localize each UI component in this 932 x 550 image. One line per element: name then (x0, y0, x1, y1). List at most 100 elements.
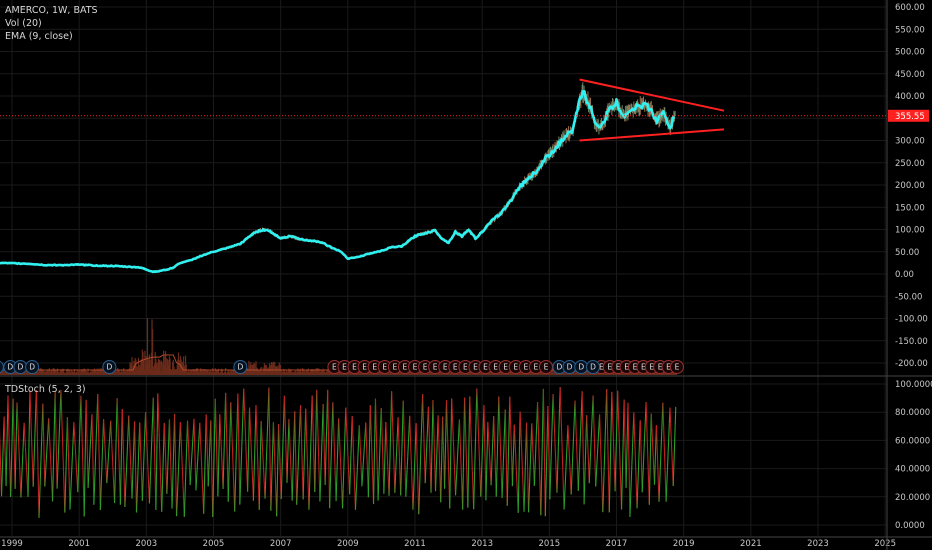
stoch-down-segment (317, 434, 320, 457)
stoch-tick-label: 20.0000 (895, 493, 930, 503)
stoch-down-segment (575, 418, 577, 437)
dividend-marker[interactable]: D (585, 360, 600, 374)
stoch-up-segment (137, 458, 140, 477)
stoch-up-segment (136, 476, 139, 495)
stoch-up-segment (106, 462, 109, 473)
stoch-down-segment (671, 454, 674, 471)
stoch-up-segment (584, 437, 587, 460)
stoch-up-segment (524, 467, 526, 490)
stoch-down-segment (188, 452, 191, 469)
stoch-down-segment (476, 406, 479, 425)
dividend-marker[interactable]: D (25, 360, 40, 374)
stoch-up-segment (22, 437, 25, 453)
stoch-down-segment (134, 421, 136, 452)
stoch-up-segment (444, 429, 447, 460)
stoch-down-segment (97, 394, 99, 424)
event-markers[interactable]: E E E E E E E E E E E E E E E E E E E E E E E E E E E E E E E ED D D D D D D D… (0, 360, 684, 374)
earnings-marker[interactable]: E (538, 360, 553, 374)
stoch-up-segment (1, 456, 4, 477)
stoch-down-segment (37, 453, 39, 486)
stoch-down-segment (561, 448, 564, 469)
stoch-up-segment (355, 481, 358, 496)
stoch-down-segment (268, 387, 271, 429)
marker-letter: E (433, 363, 438, 372)
stoch-up-segment (591, 410, 594, 425)
stoch-up-segment (83, 477, 86, 517)
stoch-legend[interactable]: TDStoch (5, 2, 3) (5, 384, 86, 395)
dividend-marker[interactable]: D (102, 360, 117, 374)
stoch-down-segment (416, 445, 419, 469)
stoch-up-segment (557, 450, 559, 472)
marker-letter: D (18, 363, 24, 372)
stoch-up-segment (578, 457, 581, 475)
stoch-down-segment (36, 422, 39, 454)
stoch-up-segment (631, 447, 634, 465)
marker-circle[interactable] (233, 360, 248, 374)
stoch-down-segment (82, 468, 85, 493)
stoch-down-segment (219, 414, 222, 430)
main-legend[interactable]: AMERCO, 1W, BATS Vol (20) EMA (9, close) (5, 4, 98, 43)
stoch-up-segment (303, 453, 305, 477)
stoch-down-segment (312, 419, 315, 444)
upper-trendline[interactable] (579, 78, 725, 112)
stoch-down-segment (403, 448, 406, 473)
stoch-down-segment (312, 443, 315, 468)
earnings-marker[interactable]: E (669, 360, 684, 374)
stoch-up-segment (383, 469, 386, 494)
stoch-down-segment (210, 452, 213, 485)
earnings-marker[interactable]: E (488, 360, 503, 374)
stoch-down-segment (510, 441, 513, 464)
stoch-up-segment (456, 457, 459, 471)
lower-trendline[interactable] (579, 128, 725, 142)
stoch-down-segment (552, 394, 555, 411)
stoch-up-segment (40, 441, 43, 461)
stoch-down-segment (520, 445, 523, 462)
stoch-up-segment (506, 478, 509, 506)
stoch-up-segment (604, 430, 606, 451)
marker-circle[interactable] (669, 360, 684, 374)
dividend-marker[interactable]: D (13, 360, 28, 374)
stoch-up-segment (341, 488, 344, 509)
symbol-legend[interactable]: AMERCO, 1W, BATS (5, 5, 98, 16)
stoch-down-segment (163, 422, 166, 441)
ema-legend[interactable]: EMA (9, close) (5, 31, 73, 42)
stoch-down-segment (433, 422, 435, 446)
stoch-up-segment (343, 427, 346, 448)
stoch-up-segment (401, 424, 404, 449)
stoch-up-segment (571, 463, 574, 479)
year-tick-label: 2007 (270, 539, 292, 549)
marker-circle[interactable] (25, 360, 40, 374)
stoch-down-segment (531, 438, 534, 455)
volume-legend[interactable]: Vol (20) (5, 18, 42, 29)
stoch-down-segment (92, 444, 94, 475)
marker-letter: E (413, 363, 418, 372)
stoch-up-segment (330, 444, 333, 466)
dividend-marker[interactable]: D (574, 360, 589, 374)
marker-circle[interactable] (585, 360, 600, 374)
stoch-down-segment (634, 450, 637, 470)
stoch-up-segment (247, 463, 249, 492)
stoch-down-segment (86, 429, 88, 459)
stoch-down-segment (513, 424, 516, 440)
last-price-tag (888, 109, 929, 122)
stoch-up-segment (529, 441, 532, 459)
stoch-up-segment (462, 434, 465, 473)
stoch-down-segment (438, 437, 440, 459)
dividend-marker[interactable]: D (562, 360, 577, 374)
stoch-down-segment (112, 461, 114, 476)
dividend-marker[interactable]: D (233, 360, 248, 374)
earnings-marker[interactable]: E (327, 360, 342, 374)
stoch-up-segment (343, 447, 346, 469)
stoch-down-segment (231, 438, 234, 458)
stoch-down-segment (586, 432, 589, 450)
marker-circle[interactable] (102, 360, 117, 374)
stoch-down-segment (375, 424, 378, 450)
stoch-down-segment (613, 451, 615, 472)
stoch-up-segment (349, 474, 351, 495)
marker-letter: D (7, 363, 13, 372)
stoch-up-segment (204, 439, 207, 465)
stoch-up-segment (660, 435, 663, 453)
stoch-down-segment (232, 475, 235, 494)
stoch-down-segment (7, 395, 10, 421)
